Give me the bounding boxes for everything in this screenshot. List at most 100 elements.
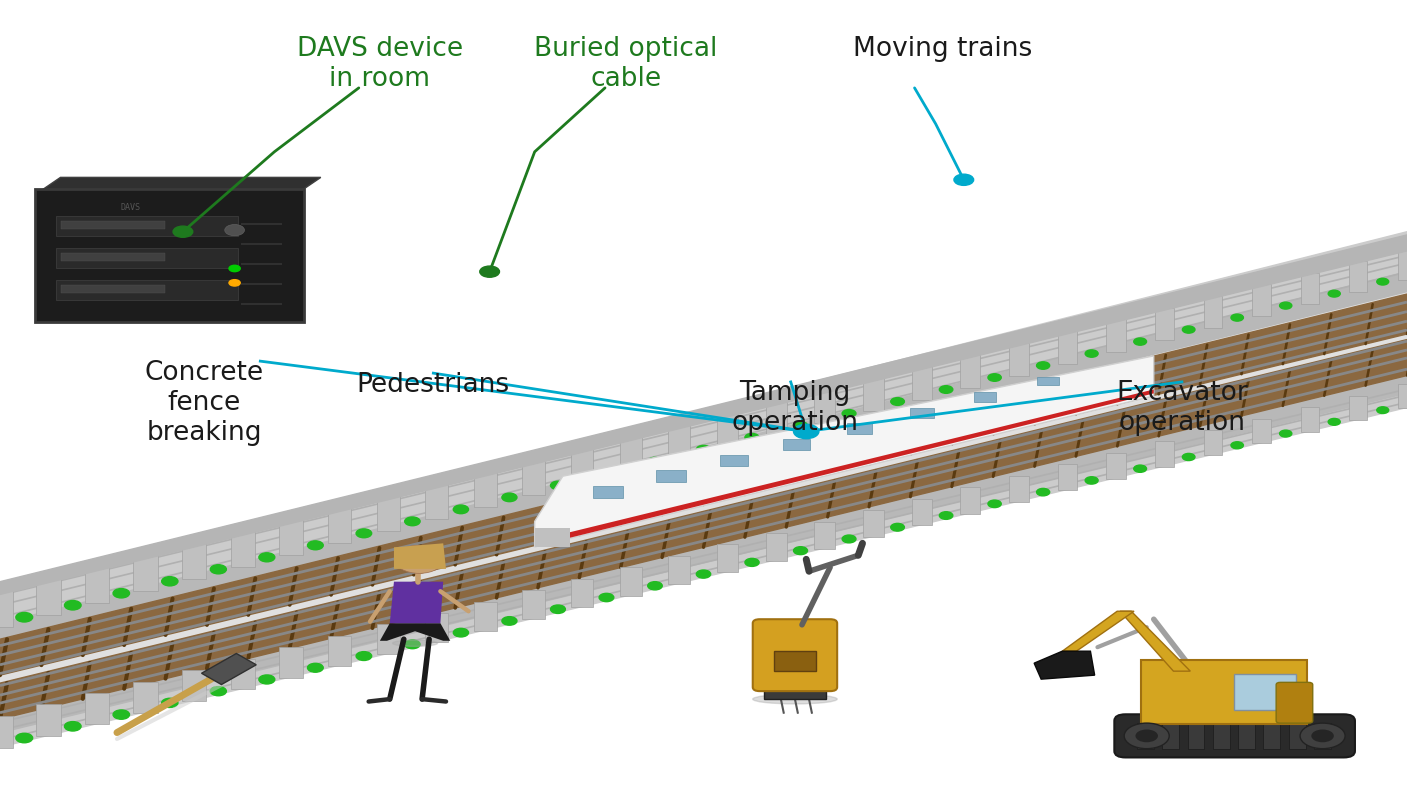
Circle shape: [453, 628, 469, 637]
Bar: [182, 541, 207, 579]
Circle shape: [210, 686, 227, 696]
Bar: [718, 544, 739, 572]
Polygon shape: [380, 623, 450, 641]
Bar: [1058, 464, 1078, 491]
Circle shape: [891, 398, 905, 405]
Circle shape: [940, 386, 953, 393]
Circle shape: [1311, 729, 1334, 742]
Circle shape: [394, 545, 445, 574]
Circle shape: [356, 652, 371, 661]
Circle shape: [1037, 362, 1050, 369]
Bar: [1188, 723, 1204, 749]
Circle shape: [647, 457, 663, 466]
Bar: [774, 651, 816, 671]
Bar: [522, 590, 545, 619]
Circle shape: [405, 640, 421, 649]
Circle shape: [210, 565, 227, 574]
Circle shape: [1300, 723, 1345, 749]
Circle shape: [65, 721, 82, 731]
Bar: [425, 613, 449, 642]
Ellipse shape: [753, 694, 837, 704]
Circle shape: [988, 500, 1002, 507]
Bar: [1106, 320, 1126, 352]
Circle shape: [308, 663, 324, 672]
Ellipse shape: [1119, 739, 1344, 755]
Circle shape: [453, 505, 469, 514]
FancyBboxPatch shape: [753, 619, 837, 691]
Polygon shape: [201, 654, 256, 685]
Circle shape: [259, 553, 274, 562]
Bar: [377, 494, 400, 531]
Circle shape: [1135, 729, 1158, 742]
Bar: [231, 658, 255, 690]
Bar: [1301, 407, 1320, 431]
Polygon shape: [549, 389, 1154, 543]
Polygon shape: [0, 272, 1407, 639]
Bar: [1203, 296, 1223, 328]
Circle shape: [1279, 430, 1292, 437]
Circle shape: [744, 559, 760, 566]
Bar: [0, 587, 13, 627]
Polygon shape: [0, 340, 1407, 719]
Bar: [1399, 249, 1407, 280]
Bar: [134, 552, 158, 591]
Circle shape: [1328, 419, 1341, 425]
Bar: [61, 221, 165, 229]
Circle shape: [891, 523, 905, 531]
Bar: [1349, 396, 1368, 420]
FancyBboxPatch shape: [1276, 682, 1313, 723]
Polygon shape: [1034, 651, 1095, 679]
Bar: [522, 459, 545, 495]
Polygon shape: [1120, 611, 1190, 671]
Bar: [134, 682, 158, 713]
Circle shape: [1182, 326, 1195, 333]
Circle shape: [173, 226, 193, 237]
Text: DAVS device
in room: DAVS device in room: [297, 36, 463, 92]
FancyBboxPatch shape: [35, 189, 304, 322]
Circle shape: [1377, 278, 1389, 285]
Bar: [61, 285, 165, 293]
Circle shape: [794, 547, 808, 555]
Circle shape: [162, 698, 177, 707]
Bar: [668, 424, 689, 459]
Circle shape: [1124, 723, 1169, 749]
Circle shape: [15, 733, 32, 743]
Polygon shape: [0, 294, 1407, 675]
Circle shape: [954, 174, 974, 185]
Bar: [765, 401, 787, 435]
Text: Tamping
operation: Tamping operation: [732, 380, 858, 435]
Bar: [279, 517, 303, 555]
Circle shape: [1279, 302, 1292, 309]
Circle shape: [599, 469, 613, 478]
Bar: [84, 693, 110, 725]
Bar: [1252, 419, 1271, 443]
Text: Buried optical
cable: Buried optical cable: [535, 36, 718, 92]
FancyBboxPatch shape: [1141, 660, 1307, 724]
Polygon shape: [0, 372, 1407, 733]
Text: Excavator
operation: Excavator operation: [1116, 380, 1248, 435]
Circle shape: [225, 225, 245, 236]
Circle shape: [794, 422, 808, 429]
Bar: [1137, 723, 1154, 749]
Bar: [619, 567, 642, 595]
Circle shape: [356, 529, 371, 538]
Circle shape: [1231, 314, 1244, 321]
Bar: [571, 447, 594, 483]
Bar: [1155, 442, 1173, 467]
Circle shape: [65, 601, 82, 610]
Bar: [1155, 308, 1173, 340]
Bar: [847, 423, 872, 434]
Bar: [84, 564, 110, 603]
Circle shape: [843, 535, 855, 543]
Bar: [1301, 272, 1320, 304]
Bar: [765, 533, 787, 561]
Bar: [474, 471, 497, 507]
Bar: [425, 483, 449, 519]
Bar: [571, 578, 594, 607]
Bar: [1213, 723, 1230, 749]
FancyBboxPatch shape: [1114, 714, 1355, 757]
Bar: [784, 439, 810, 450]
Circle shape: [647, 582, 663, 590]
Bar: [377, 625, 400, 654]
Text: Moving trains: Moving trains: [853, 36, 1033, 62]
